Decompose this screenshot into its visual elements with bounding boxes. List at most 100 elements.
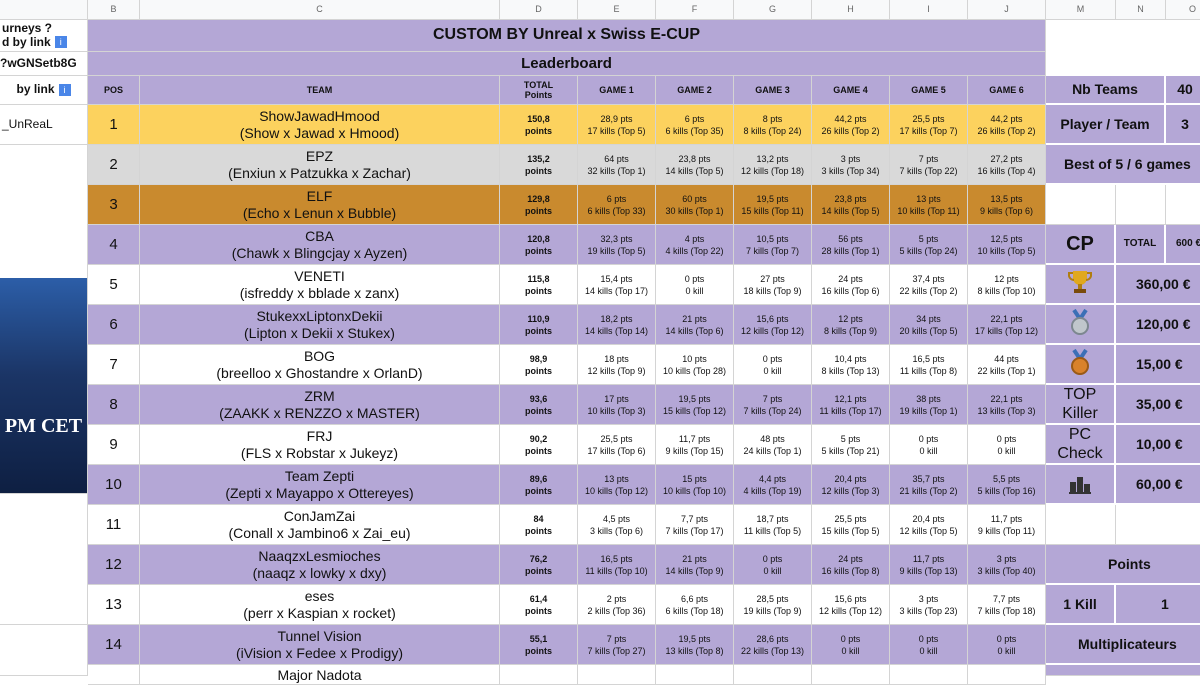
position: 2 xyxy=(109,155,118,173)
game-points: 13,5 pts xyxy=(990,193,1023,204)
column-header xyxy=(0,0,88,20)
game-points: 4,5 pts xyxy=(602,513,631,524)
game-kills: 11 kills (Top 5) xyxy=(743,525,802,536)
column-header: H xyxy=(812,0,890,20)
team-cell: Tunnel Vision (iVision x Fedee x Prodigy) xyxy=(140,625,500,665)
subtitle: Leaderboard xyxy=(521,54,612,72)
side-value: 600 € xyxy=(1166,225,1200,265)
game-points: 4 pts xyxy=(684,233,705,244)
column-header: B xyxy=(88,0,140,20)
game-kills: 22 kills (Top 13) xyxy=(740,645,805,656)
game-cell: 27 pts 18 kills (Top 9) xyxy=(734,265,812,305)
column-letter: N xyxy=(1137,4,1144,15)
pos-cell: 14 xyxy=(88,625,140,665)
prize-value: 120,00 € xyxy=(1116,305,1200,345)
game-points: 37,4 pts xyxy=(912,273,945,284)
column-letter: O xyxy=(1188,4,1196,15)
game-cell: 0 pts 0 kill xyxy=(656,265,734,305)
prize-label: PC Check xyxy=(1057,425,1103,462)
game-points: 21 pts xyxy=(682,553,707,564)
team-name: ZRM xyxy=(304,388,335,405)
game-cell: 0 pts 0 kill xyxy=(734,345,812,385)
pos-cell: 2 xyxy=(88,145,140,185)
game-cell: 11,7 pts 9 kills (Top 13) xyxy=(890,545,968,585)
left-cell: _UnReaL xyxy=(0,105,88,145)
game-points: 0 pts xyxy=(684,273,705,284)
header: GAME 5 xyxy=(911,84,946,95)
game-points: 32,3 pts xyxy=(600,233,633,244)
game-points: 3 pts xyxy=(996,553,1017,564)
game-points: 48 pts xyxy=(760,433,785,444)
game-cell: 19,5 pts 15 kills (Top 12) xyxy=(656,385,734,425)
game-cell: 15 pts 10 kills (Top 10) xyxy=(656,465,734,505)
game-points: 22,1 pts xyxy=(990,313,1023,324)
prize-value: 35,00 € xyxy=(1136,395,1183,412)
game-cell: 27,2 pts 16 kills (Top 4) xyxy=(968,145,1046,185)
game-points: 25,5 pts xyxy=(912,113,945,124)
total-unit: points xyxy=(525,405,552,416)
game-points: 13 pts xyxy=(916,193,941,204)
game-points: 20,4 pts xyxy=(834,473,867,484)
total-unit: points xyxy=(525,605,552,616)
prize-value: 120,00 € xyxy=(1136,315,1191,332)
game-points: 15,4 pts xyxy=(600,273,633,284)
game-cell: 20,4 pts 12 kills (Top 5) xyxy=(890,505,968,545)
column-letter: D xyxy=(535,4,542,15)
prize-label: TOP Killer xyxy=(1046,385,1116,425)
column-letter: H xyxy=(847,4,854,15)
total-cell: 129,8 points xyxy=(500,185,578,225)
side-label: Multiplicateurs xyxy=(1078,635,1177,652)
pos-cell: 13 xyxy=(88,585,140,625)
game-cell: 4 pts 4 kills (Top 22) xyxy=(656,225,734,265)
column-header: I xyxy=(890,0,968,20)
game-points: 12,5 pts xyxy=(990,233,1023,244)
total-unit: points xyxy=(525,125,552,136)
pos-cell: 8 xyxy=(88,385,140,425)
game-points: 15,6 pts xyxy=(756,313,789,324)
pos-cell: 6 xyxy=(88,305,140,345)
game-points: 20,4 pts xyxy=(912,513,945,524)
total-cell: 84 points xyxy=(500,505,578,545)
game-cell: 19,5 pts 13 kills (Top 8) xyxy=(656,625,734,665)
game-points: 28,6 pts xyxy=(756,633,789,644)
prize-label xyxy=(1046,305,1116,345)
position: 7 xyxy=(109,355,118,373)
total-points: 61,4 xyxy=(529,593,548,604)
game-kills: 12 kills (Top 18) xyxy=(740,165,805,176)
game-kills: 32 kills (Top 1) xyxy=(587,165,646,176)
column-header: C xyxy=(140,0,500,20)
game-points: 24 pts xyxy=(838,553,863,564)
game-kills: 6 kills (Top 33) xyxy=(587,205,646,216)
pos-cell: 5 xyxy=(88,265,140,305)
game-kills: 0 kill xyxy=(685,285,704,296)
pos-cell: 10 xyxy=(88,465,140,505)
total-unit: points xyxy=(525,565,552,576)
game-cell: 0 pts 0 kill xyxy=(812,625,890,665)
game-cell: 16,5 pts 11 kills (Top 8) xyxy=(890,345,968,385)
game-kills: 7 kills (Top 24) xyxy=(743,405,802,416)
column-header: J xyxy=(968,0,1046,20)
game-kills: 17 kills (Top 5) xyxy=(587,125,646,136)
subtitle-cell: Leaderboard xyxy=(88,52,1046,76)
game-cell: 0 pts 0 kill xyxy=(734,545,812,585)
team-name: BOG xyxy=(303,348,336,365)
position: 3 xyxy=(109,195,118,213)
side-label: Multiplicateurs xyxy=(1046,625,1200,665)
game-cell: 18,7 pts 11 kills (Top 5) xyxy=(734,505,812,545)
prize-value: 360,00 € xyxy=(1136,275,1191,292)
game-points: 15 pts xyxy=(682,473,707,484)
header: POS xyxy=(103,84,123,95)
game-kills: 19 kills (Top 9) xyxy=(743,605,802,616)
position: 14 xyxy=(105,635,122,653)
side-label: Nb Teams xyxy=(1046,76,1166,105)
team-players: (naaqz x lowky x dxy) xyxy=(252,564,387,581)
total-cell: 90,2 points xyxy=(500,425,578,465)
total-points: 98,9 xyxy=(529,353,548,364)
game-cell xyxy=(500,665,578,685)
game-cell: 3 pts 3 kills (Top 23) xyxy=(890,585,968,625)
column-header: D xyxy=(500,0,578,20)
game-points: 12 pts xyxy=(838,313,863,324)
game-cell: 7,7 pts 7 kills (Top 18) xyxy=(968,585,1046,625)
total-unit: points xyxy=(525,645,552,656)
total-unit: points xyxy=(525,485,552,496)
